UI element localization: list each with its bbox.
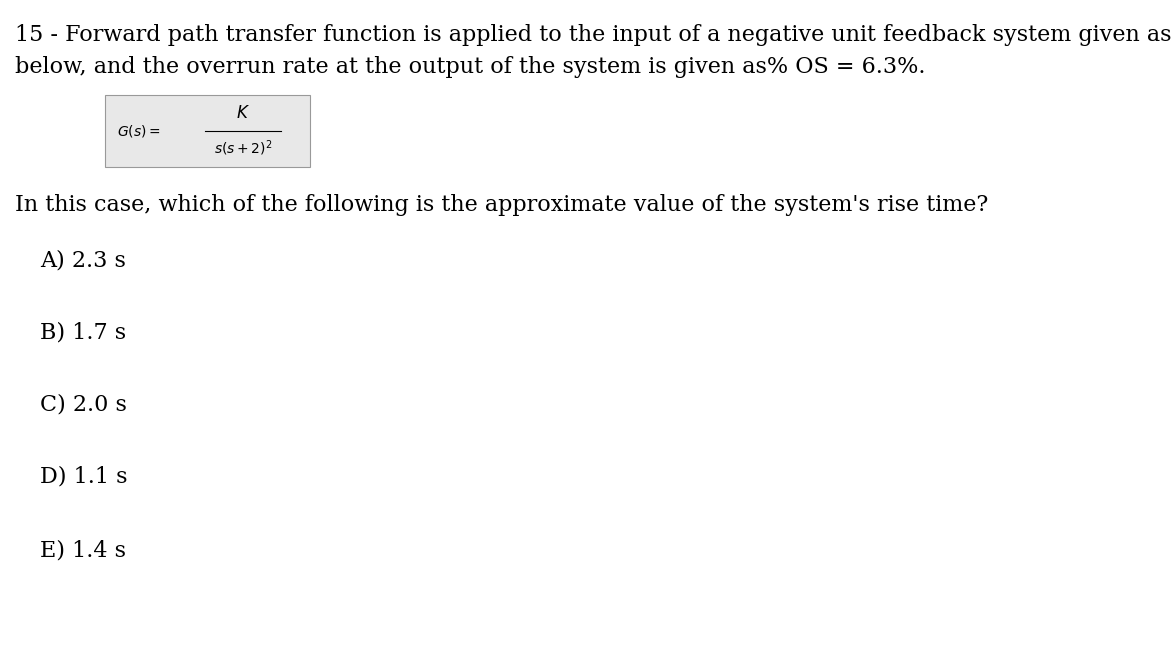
Text: In this case, which of the following is the approximate value of the system's ri: In this case, which of the following is … [15,194,988,216]
Text: A) 2.3 s: A) 2.3 s [40,249,126,271]
Text: 15 - Forward path transfer function is applied to the input of a negative unit f: 15 - Forward path transfer function is a… [15,24,1172,46]
Text: $K$: $K$ [236,105,250,122]
Text: $G(s) =$: $G(s) =$ [117,123,161,139]
Text: E) 1.4 s: E) 1.4 s [40,539,126,561]
Text: $s(s + 2)^2$: $s(s + 2)^2$ [213,139,272,158]
FancyBboxPatch shape [106,95,310,167]
Text: B) 1.7 s: B) 1.7 s [40,321,127,343]
Text: below, and the overrun rate at the output of the system is given as% OS = 6.3%.: below, and the overrun rate at the outpu… [15,56,925,78]
Text: D) 1.1 s: D) 1.1 s [40,466,128,488]
Text: C) 2.0 s: C) 2.0 s [40,394,127,416]
